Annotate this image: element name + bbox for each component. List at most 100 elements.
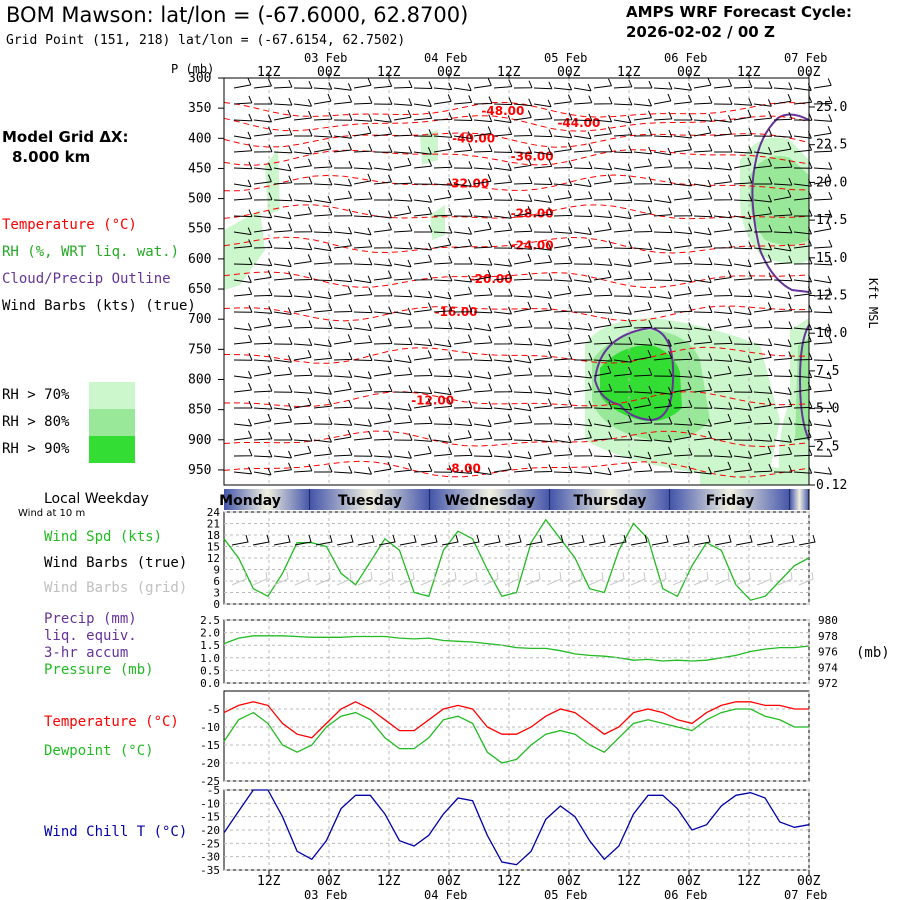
precip-ytick-label: 0.0 xyxy=(200,677,220,690)
wind-barb xyxy=(694,276,711,283)
pressure-ytick-label: 976 xyxy=(818,646,838,659)
wind-barb xyxy=(274,337,292,344)
wind-barb xyxy=(474,162,492,169)
wind-barb xyxy=(354,467,372,474)
wind-barb xyxy=(514,463,532,472)
wind-barb xyxy=(614,271,632,280)
wind-barb xyxy=(354,324,371,331)
wind-barb xyxy=(394,80,412,88)
wind-barb-grid xyxy=(253,572,267,585)
wind-barb-true xyxy=(253,535,269,545)
wind-barb xyxy=(534,339,552,346)
wind-barb xyxy=(254,366,271,376)
wind-barb xyxy=(334,382,351,392)
wind-barb xyxy=(694,306,712,313)
wind-barb xyxy=(354,372,371,379)
wind-barb xyxy=(414,195,432,202)
wind-barb xyxy=(234,192,252,200)
wind-barb-true xyxy=(631,535,647,545)
wind-barb xyxy=(334,323,352,330)
wind-barb xyxy=(334,400,352,408)
kft-tick-label: 25.0 xyxy=(816,100,847,115)
wind-barb xyxy=(454,335,471,344)
wind-barb xyxy=(594,450,612,457)
wind-barb xyxy=(394,463,412,472)
wind-barb xyxy=(274,463,292,472)
pressure-tick-label: 350 xyxy=(188,101,211,116)
wind-barb-true xyxy=(232,535,248,545)
wind-barb xyxy=(234,401,252,408)
wind-barb xyxy=(234,449,252,456)
kft-tick-label: 7.5 xyxy=(816,364,839,379)
wind-barb xyxy=(334,95,352,104)
rh-area xyxy=(224,210,265,290)
time-tick-label-bottom: 12Z xyxy=(257,874,281,889)
wind-barb-grid xyxy=(526,572,540,585)
wind-barb-true xyxy=(757,535,773,545)
wind-barb xyxy=(334,161,352,168)
kft-tick-label: 2.5 xyxy=(816,439,839,454)
wind-barb xyxy=(294,255,311,265)
temperature-contour-label: -28.00 xyxy=(511,207,554,221)
wind-barb xyxy=(774,82,792,89)
time-tick-label-bottom: 00Z xyxy=(317,874,341,889)
wind-barb xyxy=(254,336,272,344)
wind-barb xyxy=(494,223,512,232)
wind-barb xyxy=(474,431,492,440)
wind-barb xyxy=(634,207,651,217)
weekday-label: Wednesday xyxy=(445,493,535,509)
wind-barb-grid xyxy=(232,572,246,585)
wind-barb xyxy=(474,324,491,331)
wind-barb xyxy=(294,225,312,232)
wind-barb xyxy=(534,387,552,394)
wind-barb xyxy=(434,292,451,299)
wind-barb xyxy=(434,238,451,248)
wind-barb-grid xyxy=(547,572,561,585)
wind-speed-line xyxy=(224,520,809,601)
wind-barb xyxy=(534,447,551,457)
wind-barb xyxy=(654,94,671,104)
date-label-top: 04 Feb xyxy=(424,51,467,65)
wind-barb xyxy=(814,240,832,248)
wind-barb xyxy=(534,291,552,298)
wind-barb xyxy=(454,84,471,91)
pressure-tick-label: 850 xyxy=(188,403,211,418)
wind-barb xyxy=(654,160,672,168)
wind-barb-true xyxy=(442,535,458,545)
wind-barb xyxy=(414,243,432,250)
wind-barb xyxy=(574,132,591,139)
wind-barb-grid xyxy=(757,572,771,585)
wind-barb xyxy=(414,321,432,328)
kft-tick-label: 12.5 xyxy=(816,289,847,304)
wind-barb xyxy=(694,96,712,104)
wind-barb xyxy=(654,244,671,251)
wind-barb xyxy=(514,99,532,106)
wind-barb xyxy=(414,416,432,424)
wind-barb xyxy=(514,290,532,297)
wind-barb xyxy=(254,414,271,424)
wind-barb xyxy=(394,272,412,280)
wind-barb xyxy=(394,433,412,440)
wind-barb xyxy=(274,355,291,362)
wind-barb xyxy=(354,258,372,265)
wind-barb xyxy=(274,415,292,424)
wind-barb-grid xyxy=(673,572,687,585)
wind-barb xyxy=(754,99,771,106)
wind-barb xyxy=(714,318,731,328)
wind-barb xyxy=(354,288,372,296)
wind-barb xyxy=(334,191,352,200)
wind-barb xyxy=(474,420,491,427)
wind-barb xyxy=(754,291,772,298)
wind-barb xyxy=(454,95,472,104)
wind-barb xyxy=(234,180,251,187)
wind-barb xyxy=(394,242,412,249)
wind-barb xyxy=(514,386,532,393)
wind-barb xyxy=(534,178,552,185)
wind-barb xyxy=(514,254,531,264)
wind-barb xyxy=(234,323,251,330)
wind-barb xyxy=(274,224,292,232)
wind-barb xyxy=(594,468,611,475)
wind-barb xyxy=(714,289,732,297)
wind-barb xyxy=(654,226,672,233)
temperature-contour-label: -24.00 xyxy=(511,239,554,253)
